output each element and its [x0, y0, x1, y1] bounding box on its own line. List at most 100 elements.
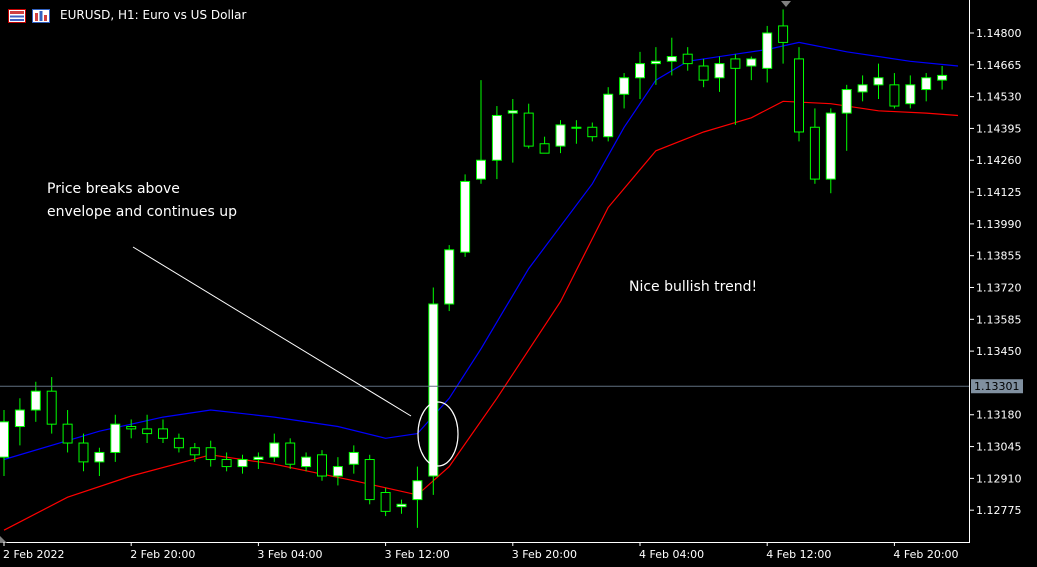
- chart-title: EURUSD, H1: Euro vs US Dollar: [60, 8, 247, 22]
- bear-candle-body: [523, 112, 534, 147]
- candle: [666, 37, 677, 76]
- candle: [30, 381, 41, 422]
- bear-candle-body: [698, 65, 709, 81]
- candle: [62, 410, 73, 453]
- candle: [173, 433, 184, 453]
- price-tick-label: 1.14665: [976, 59, 1022, 72]
- candle: [539, 136, 550, 154]
- candle: [412, 466, 423, 528]
- bear-candle-body: [730, 58, 741, 69]
- bull-candle-body: [873, 77, 884, 86]
- bull-candle-body: [714, 63, 725, 79]
- candle: [237, 454, 248, 474]
- bear-candle-body: [889, 84, 900, 107]
- price-tick-label: 1.12775: [976, 504, 1022, 517]
- candle: [428, 287, 439, 495]
- current-price-text: 1.13301: [974, 380, 1020, 393]
- bull-candle-body: [650, 60, 661, 65]
- candle: [94, 447, 105, 477]
- bear-candle-body: [126, 426, 137, 430]
- menu-icon[interactable]: [8, 8, 26, 23]
- candle: [794, 47, 804, 142]
- candle: [619, 73, 630, 109]
- bear-candle-body: [158, 428, 168, 439]
- time-tick-label: 4 Feb 04:00: [639, 548, 704, 561]
- bull-candle-body: [237, 459, 248, 468]
- candle: [698, 58, 709, 88]
- candle: [269, 433, 280, 462]
- candle: [14, 398, 25, 446]
- bull-candle-body: [841, 89, 852, 114]
- price-tick-label: 1.13585: [976, 313, 1022, 326]
- candles: [0, 9, 948, 528]
- candle: [762, 25, 773, 83]
- price-axis[interactable]: 1.14800 1.14665 1.14530 1.14395 1.14260 1.141…: [970, 27, 1022, 517]
- bull-candle-body: [905, 84, 916, 105]
- bull-candle-body: [666, 56, 677, 62]
- price-tick-label: 1.13855: [976, 250, 1022, 263]
- candle: [380, 487, 391, 517]
- candle: [825, 108, 836, 194]
- bull-candle-body: [619, 77, 630, 95]
- candle: [142, 414, 153, 444]
- price-tick-label: 1.13720: [976, 281, 1022, 294]
- bull-candle-body: [746, 58, 757, 67]
- time-tick-label: 2 Feb 2022: [3, 548, 64, 561]
- bull-candle-body: [491, 114, 502, 161]
- scroll-marker: [0, 536, 7, 543]
- chart-icon[interactable]: [32, 8, 50, 23]
- bear-candle-body: [142, 428, 153, 435]
- time-tick-label: 2 Feb 20:00: [130, 548, 195, 561]
- bull-candle-body: [507, 110, 518, 114]
- bull-candle-body: [412, 480, 423, 501]
- price-tick-label: 1.12910: [976, 472, 1022, 485]
- bull-candle-body: [396, 503, 407, 508]
- chart-shift-marker[interactable]: [781, 1, 791, 7]
- candle: [460, 174, 471, 257]
- candle: [348, 445, 359, 474]
- bull-candle-body: [762, 32, 773, 69]
- candle: [444, 245, 455, 312]
- price-tick-label: 1.14125: [976, 186, 1022, 199]
- current-price-label: 1.13301: [971, 379, 1023, 394]
- candle: [746, 56, 757, 81]
- candle: [78, 433, 89, 472]
- bear-candle-body: [587, 126, 598, 138]
- time-tick-label: 3 Feb 20:00: [512, 548, 577, 561]
- candle: [555, 120, 566, 154]
- bear-candle-body: [78, 442, 89, 463]
- bull-candle-body: [571, 126, 582, 129]
- time-axis[interactable]: 2 Feb 2022 2 Feb 20:00 3 Feb 04:00 3 Feb 12…: [3, 542, 959, 561]
- bear-candle-body: [46, 390, 57, 425]
- annotation-arrow: [132, 246, 412, 417]
- bull-candle-body: [921, 77, 932, 91]
- candle: [285, 438, 296, 469]
- bear-candle-body: [221, 459, 232, 468]
- bull-candle-body: [937, 74, 948, 81]
- candle: [778, 9, 789, 64]
- price-tick-label: 1.13990: [976, 218, 1022, 231]
- candle: [317, 450, 327, 481]
- candle: [587, 122, 598, 142]
- bear-candle-body: [794, 58, 804, 133]
- candle: [635, 51, 645, 99]
- candle: [332, 457, 343, 486]
- price-tick-label: 1.14530: [976, 91, 1022, 104]
- candle: [809, 108, 820, 184]
- candle: [364, 454, 375, 505]
- candle: [873, 63, 884, 99]
- candle: [158, 419, 168, 444]
- time-tick-label: 3 Feb 04:00: [257, 548, 322, 561]
- bull-candle-body: [476, 159, 486, 180]
- candle: [603, 87, 614, 142]
- price-tick-label: 1.14800: [976, 27, 1022, 40]
- bull-candle-body: [348, 451, 359, 465]
- bull-candle-body: [269, 442, 280, 458]
- candle: [253, 452, 264, 469]
- candle: [126, 419, 137, 439]
- bull-candle-body: [0, 421, 9, 458]
- candle: [507, 98, 518, 163]
- bull-candle-body: [14, 409, 25, 428]
